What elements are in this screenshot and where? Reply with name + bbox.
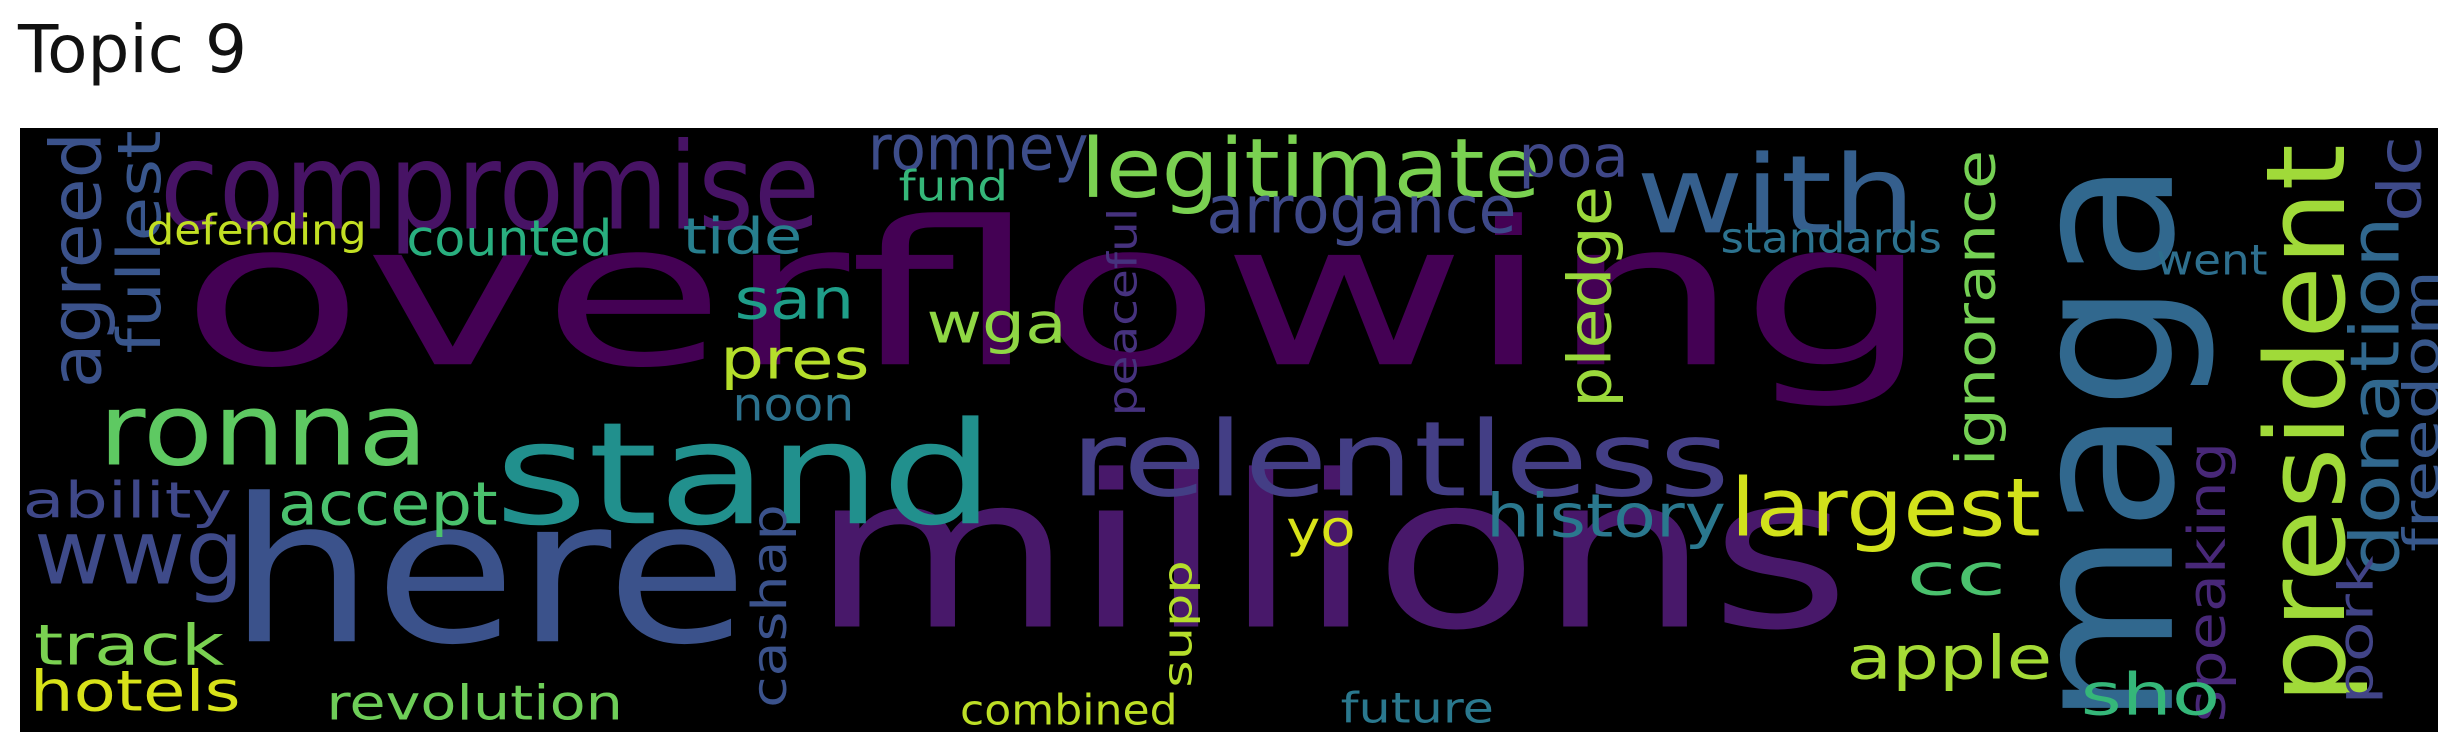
word-san: san xyxy=(734,267,854,333)
word-standards: standards xyxy=(1720,214,1942,264)
word-noon: noon xyxy=(732,378,854,432)
word-yo: yo xyxy=(1286,500,1356,558)
word-apple: apple xyxy=(1846,623,2052,693)
word-defending: defending xyxy=(145,206,367,256)
word-with: with xyxy=(1636,133,1916,259)
word-pledge: pledge xyxy=(1555,186,1625,408)
word-wga: wga xyxy=(925,291,1067,357)
word-tide: tide xyxy=(682,208,802,266)
word-poa: poa xyxy=(1517,128,1629,191)
word-hotels: hotels xyxy=(29,659,241,725)
word-counted: counted xyxy=(406,210,612,268)
word-millions: millions xyxy=(809,430,1851,678)
word-stand: stand xyxy=(493,392,995,558)
word-cc: cc xyxy=(1906,541,2006,609)
word-cashap: cashap xyxy=(742,504,798,708)
word-ignorance: ignorance xyxy=(1943,149,2007,467)
figure-title: Topic 9 xyxy=(18,11,247,88)
word-accept: accept xyxy=(278,469,498,539)
word-ronna: ronna xyxy=(98,371,428,489)
word-romney: romney xyxy=(867,128,1089,185)
word-here: here xyxy=(227,455,749,689)
word-revolution: revolution xyxy=(325,676,623,732)
word-largest: largest xyxy=(1729,461,2041,555)
word-track: track xyxy=(33,613,225,679)
wordcloud-canvas: overflowing millions here maga stand compromi… xyxy=(20,128,2438,732)
word-supp: supp xyxy=(1154,560,1202,688)
word-wwg: wwg xyxy=(34,499,244,606)
word-relentless: relentless xyxy=(1070,398,1730,521)
word-legitimate: legitimate xyxy=(1080,128,1540,218)
word-future: future xyxy=(1340,684,1494,732)
word-sho: sho xyxy=(2080,661,2220,729)
word-went: went xyxy=(2156,236,2268,286)
word-agreed: agreed xyxy=(36,131,118,389)
word-fund: fund xyxy=(898,162,1008,212)
word-arrogance: arrogance xyxy=(1206,172,1516,250)
word-dc: dc xyxy=(2364,136,2435,222)
word-combined: combined xyxy=(960,686,1178,732)
word-ability: ability xyxy=(22,472,232,530)
word-pres: pres xyxy=(720,327,870,393)
word-overflowing: overflowing xyxy=(180,179,1930,412)
word-pork: pork xyxy=(2328,555,2384,705)
word-history: history xyxy=(1486,481,1726,551)
word-compromise: compromise xyxy=(160,128,820,258)
word-freedom: freedom xyxy=(2391,270,2438,552)
word-peaceful: peaceful xyxy=(1098,207,1146,417)
